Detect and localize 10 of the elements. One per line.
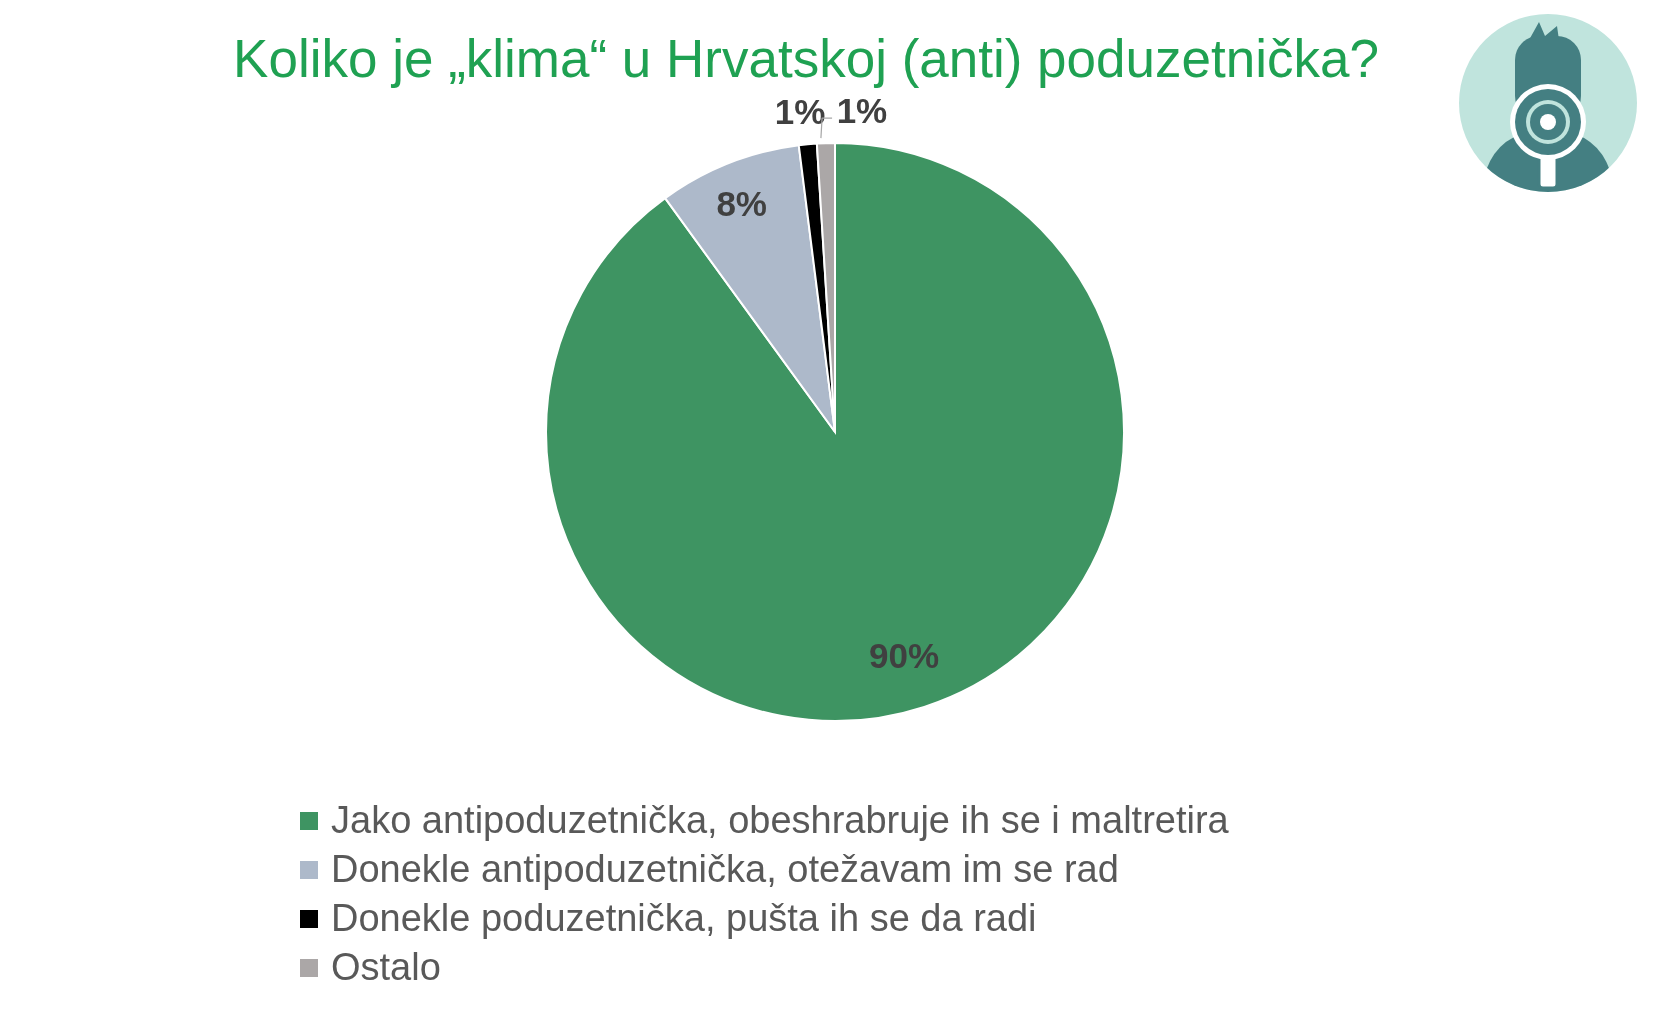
pie-slice	[545, 142, 1125, 722]
data-label: 1%	[774, 91, 826, 131]
legend-label: Donekle poduzetnička, pušta ih se da radi	[331, 897, 1037, 940]
chart-title: Koliko je „klima“ u Hrvatskoj (anti) poduzetnička?	[232, 28, 1380, 89]
legend-label: Jako antipoduzetnička, obeshrabruje ih se i maltretira	[331, 799, 1229, 842]
data-label: 1%	[836, 90, 888, 130]
legend-label: Donekle antipoduzetnička, otežavam im se rad	[331, 848, 1119, 891]
data-label: 90%	[869, 635, 940, 675]
data-label: 8%	[716, 184, 767, 224]
legend-label: Ostalo	[331, 946, 441, 989]
